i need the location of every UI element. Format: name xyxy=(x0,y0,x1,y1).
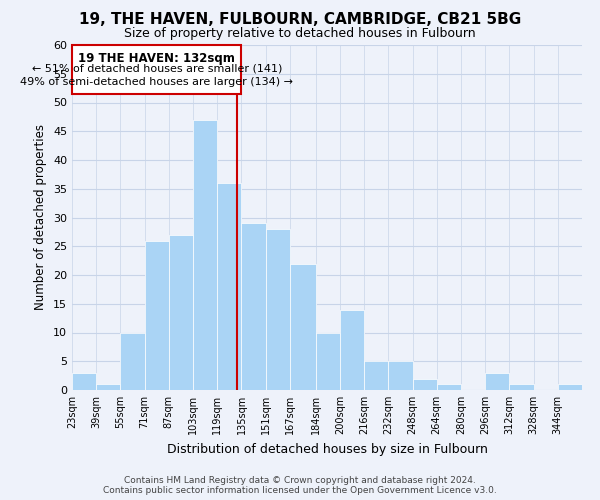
Bar xyxy=(558,384,582,390)
Text: ← 51% of detached houses are smaller (141): ← 51% of detached houses are smaller (14… xyxy=(32,64,282,74)
Y-axis label: Number of detached properties: Number of detached properties xyxy=(34,124,47,310)
Text: 19 THE HAVEN: 132sqm: 19 THE HAVEN: 132sqm xyxy=(79,52,235,65)
Bar xyxy=(121,332,145,390)
Bar xyxy=(72,373,96,390)
Bar xyxy=(266,229,290,390)
Bar xyxy=(241,223,266,390)
Bar xyxy=(96,384,121,390)
Bar xyxy=(340,310,364,390)
Bar xyxy=(316,332,340,390)
Bar xyxy=(193,120,217,390)
Bar xyxy=(290,264,316,390)
Bar xyxy=(485,373,509,390)
Text: Size of property relative to detached houses in Fulbourn: Size of property relative to detached ho… xyxy=(124,28,476,40)
Bar xyxy=(145,240,169,390)
Bar xyxy=(217,183,241,390)
FancyBboxPatch shape xyxy=(72,45,241,94)
Bar xyxy=(388,361,413,390)
Text: 49% of semi-detached houses are larger (134) →: 49% of semi-detached houses are larger (… xyxy=(20,76,293,86)
Bar xyxy=(413,378,437,390)
Bar xyxy=(437,384,461,390)
Bar xyxy=(169,235,193,390)
Bar xyxy=(364,361,388,390)
Text: Contains HM Land Registry data © Crown copyright and database right 2024.
Contai: Contains HM Land Registry data © Crown c… xyxy=(103,476,497,495)
Bar xyxy=(509,384,533,390)
X-axis label: Distribution of detached houses by size in Fulbourn: Distribution of detached houses by size … xyxy=(167,442,487,456)
Text: 19, THE HAVEN, FULBOURN, CAMBRIDGE, CB21 5BG: 19, THE HAVEN, FULBOURN, CAMBRIDGE, CB21… xyxy=(79,12,521,28)
